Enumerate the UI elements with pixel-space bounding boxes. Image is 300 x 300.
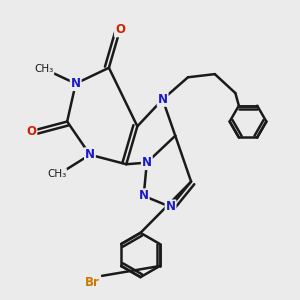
- Text: O: O: [115, 23, 125, 36]
- Text: Br: Br: [85, 276, 100, 289]
- Text: N: N: [139, 189, 149, 202]
- Text: CH₃: CH₃: [34, 64, 54, 74]
- Text: O: O: [26, 124, 36, 137]
- Text: N: N: [71, 77, 81, 90]
- Text: N: N: [142, 156, 152, 169]
- Text: N: N: [85, 148, 95, 161]
- Text: N: N: [166, 200, 176, 213]
- Text: N: N: [158, 93, 168, 106]
- Text: CH₃: CH₃: [47, 169, 66, 179]
